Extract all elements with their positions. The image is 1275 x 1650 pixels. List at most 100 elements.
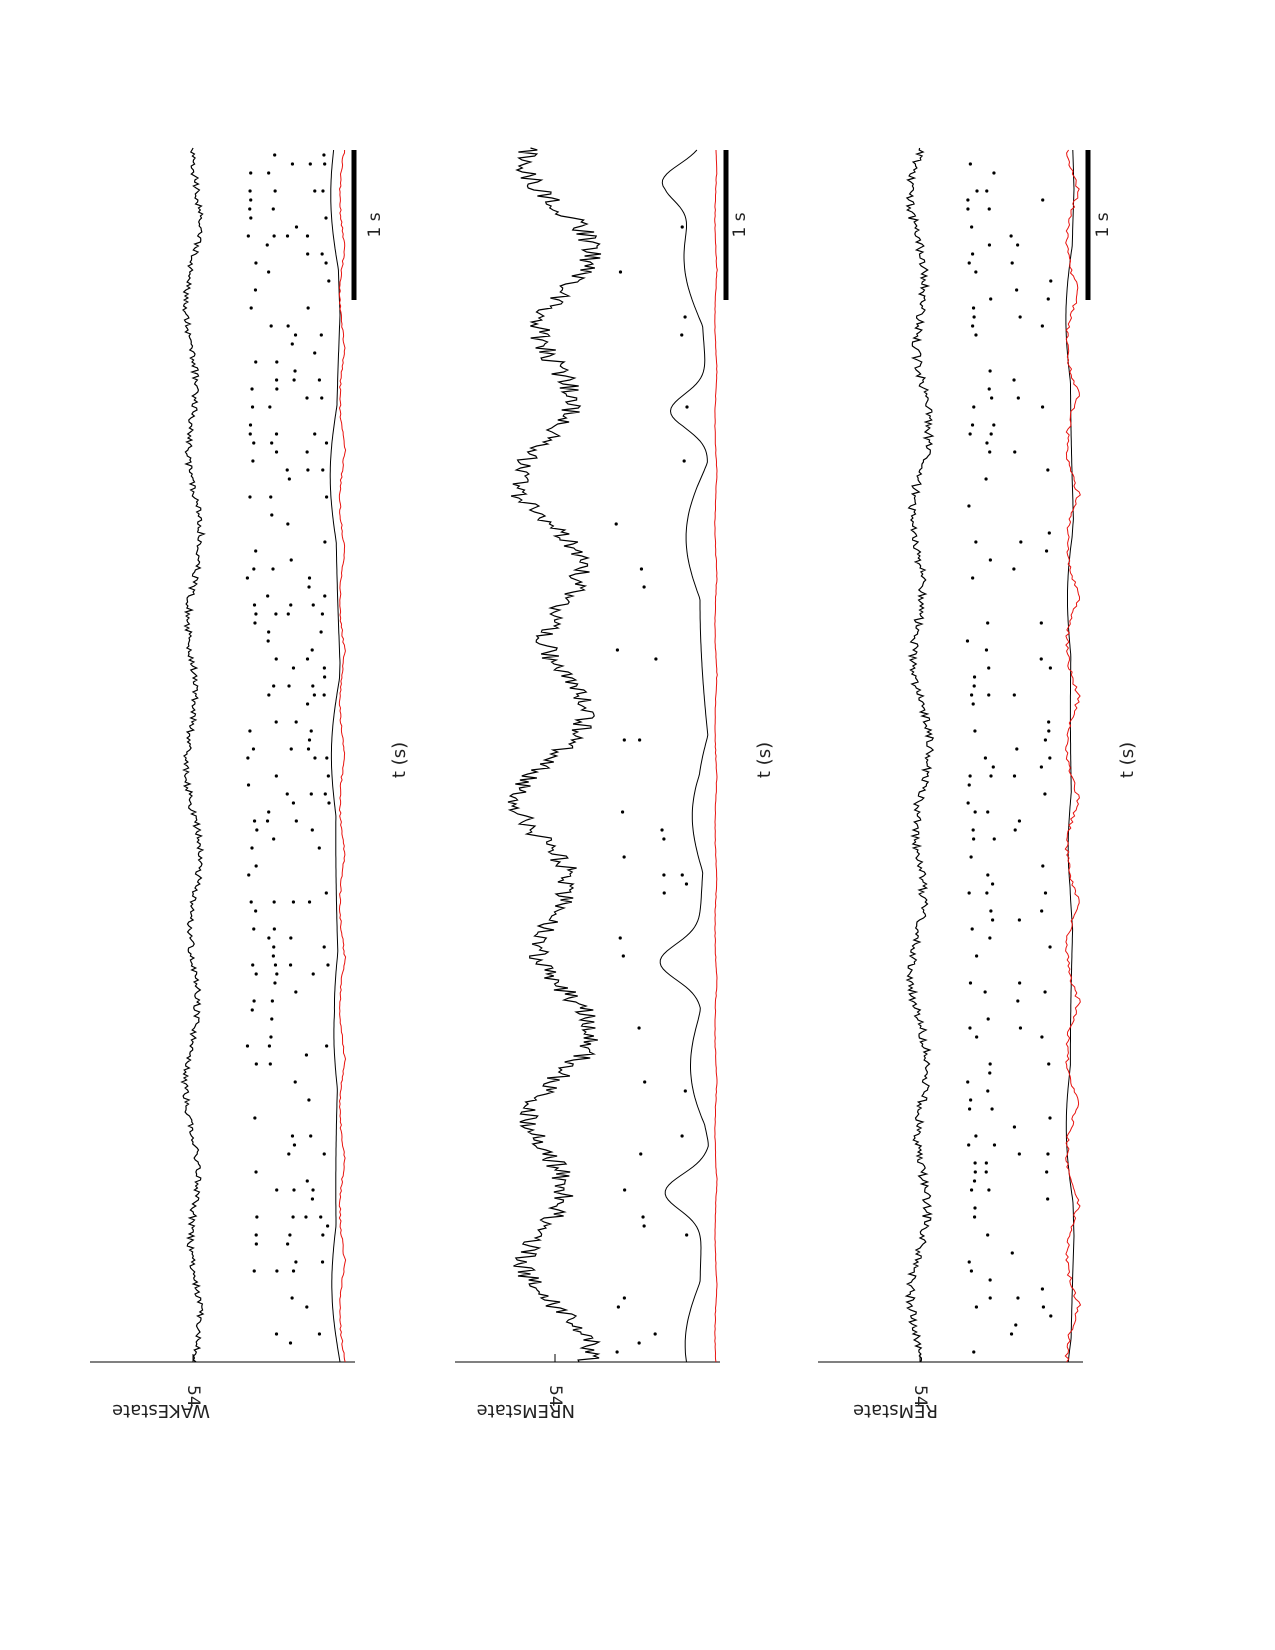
- spike-dot: [275, 1269, 279, 1273]
- spike-dot: [966, 198, 970, 202]
- spike-dot: [1043, 738, 1048, 742]
- spike-dot: [974, 1305, 979, 1309]
- spike-dot: [984, 477, 988, 481]
- spike-dot: [1012, 693, 1016, 697]
- spike-dot: [986, 1089, 990, 1093]
- spike-dot: [271, 954, 275, 958]
- smoothed-rate-black: [659, 149, 709, 1363]
- spike-dot: [1048, 1116, 1052, 1120]
- spike-dot: [307, 738, 312, 742]
- spike-dot: [287, 684, 291, 688]
- spike-dot: [653, 1332, 657, 1336]
- spike-dot: [970, 252, 975, 256]
- spike-dot: [317, 1332, 322, 1336]
- spike-dot: [966, 207, 970, 211]
- spike-dot: [622, 1296, 626, 1300]
- spike-dot: [1048, 666, 1052, 670]
- spike-dot: [252, 819, 257, 823]
- spike-dot: [971, 324, 975, 328]
- spike-dot: [622, 738, 626, 742]
- spike-dot: [288, 963, 293, 967]
- spike-dot: [1018, 315, 1022, 319]
- spike-dot: [272, 900, 276, 904]
- spike-dot: [974, 270, 978, 274]
- spike-dot: [1043, 990, 1047, 994]
- spike-dot: [266, 639, 270, 643]
- spike-dot: [988, 1062, 992, 1066]
- spike-dot: [272, 837, 276, 841]
- spike-dot: [248, 189, 252, 193]
- spike-dot: [305, 234, 310, 238]
- spike-dot: [311, 684, 315, 688]
- spike-dot: [286, 612, 290, 616]
- spike-dot: [1016, 999, 1020, 1003]
- spike-dot: [251, 963, 255, 967]
- spike-dot: [968, 162, 972, 166]
- spike-dot: [1015, 243, 1020, 247]
- spike-dot: [286, 1242, 290, 1246]
- spike-dot: [248, 423, 253, 427]
- spike-dot: [643, 1080, 647, 1084]
- spike-dot: [269, 1035, 273, 1039]
- spike-dot: [989, 297, 993, 301]
- spike-dot: [1012, 774, 1017, 778]
- spike-dot: [252, 567, 256, 571]
- spike-dot: [992, 837, 996, 841]
- spike-dot: [320, 612, 325, 616]
- spike-dot: [246, 783, 251, 787]
- spike-dot: [311, 972, 315, 976]
- spike-dot: [274, 612, 278, 616]
- spike-dot: [248, 207, 252, 211]
- spike-dot: [272, 684, 276, 688]
- spike-dot: [266, 594, 270, 598]
- spike-dot: [971, 702, 975, 706]
- spike-dot: [317, 378, 322, 382]
- spike-dot: [1017, 1152, 1021, 1156]
- spike-dot: [319, 333, 323, 337]
- spike-dot: [971, 576, 975, 580]
- spike-dot: [271, 567, 275, 571]
- scale-bar-label: 1 s: [365, 212, 385, 237]
- spike-dot: [274, 657, 278, 661]
- spike-dot: [313, 756, 317, 760]
- spike-dot: [965, 639, 970, 643]
- spike-dot: [311, 1188, 315, 1192]
- spike-dot: [973, 729, 977, 733]
- spike-dot: [288, 1341, 293, 1345]
- spike-dot: [272, 234, 276, 238]
- spike-dot: [990, 396, 994, 400]
- spike-dot: [255, 828, 259, 832]
- spike-dot: [274, 720, 278, 724]
- spike-dot: [312, 693, 316, 697]
- spike-dot: [620, 810, 625, 814]
- spike-dot: [970, 927, 974, 931]
- spike-dot: [273, 981, 277, 985]
- spike-dot: [309, 1134, 313, 1138]
- spike-dot: [254, 864, 258, 868]
- spike-dot: [972, 1350, 976, 1354]
- spike-dot: [1047, 729, 1051, 733]
- spike-dot: [680, 333, 684, 337]
- spike-dot: [294, 1260, 298, 1264]
- spike-dot: [969, 1269, 974, 1273]
- spike-dot: [249, 171, 253, 175]
- spike-dot: [988, 936, 992, 940]
- spike-dot: [972, 837, 976, 841]
- spike-dot: [988, 1071, 992, 1075]
- spike-dot: [972, 675, 977, 679]
- spike-dot: [324, 495, 329, 499]
- spike-dot: [638, 738, 642, 742]
- spike-dot: [680, 873, 684, 877]
- spike-dot: [313, 351, 317, 355]
- spike-dot: [290, 162, 295, 166]
- spike-dot: [966, 1080, 970, 1084]
- spike-dot: [254, 972, 258, 976]
- spike-dot: [306, 252, 310, 256]
- spike-dot: [969, 693, 974, 697]
- spike-dot: [1018, 981, 1022, 985]
- spike-dot: [1043, 891, 1048, 895]
- spike-dot: [968, 432, 972, 436]
- spike-dot: [322, 945, 326, 949]
- spike-dot: [249, 306, 253, 310]
